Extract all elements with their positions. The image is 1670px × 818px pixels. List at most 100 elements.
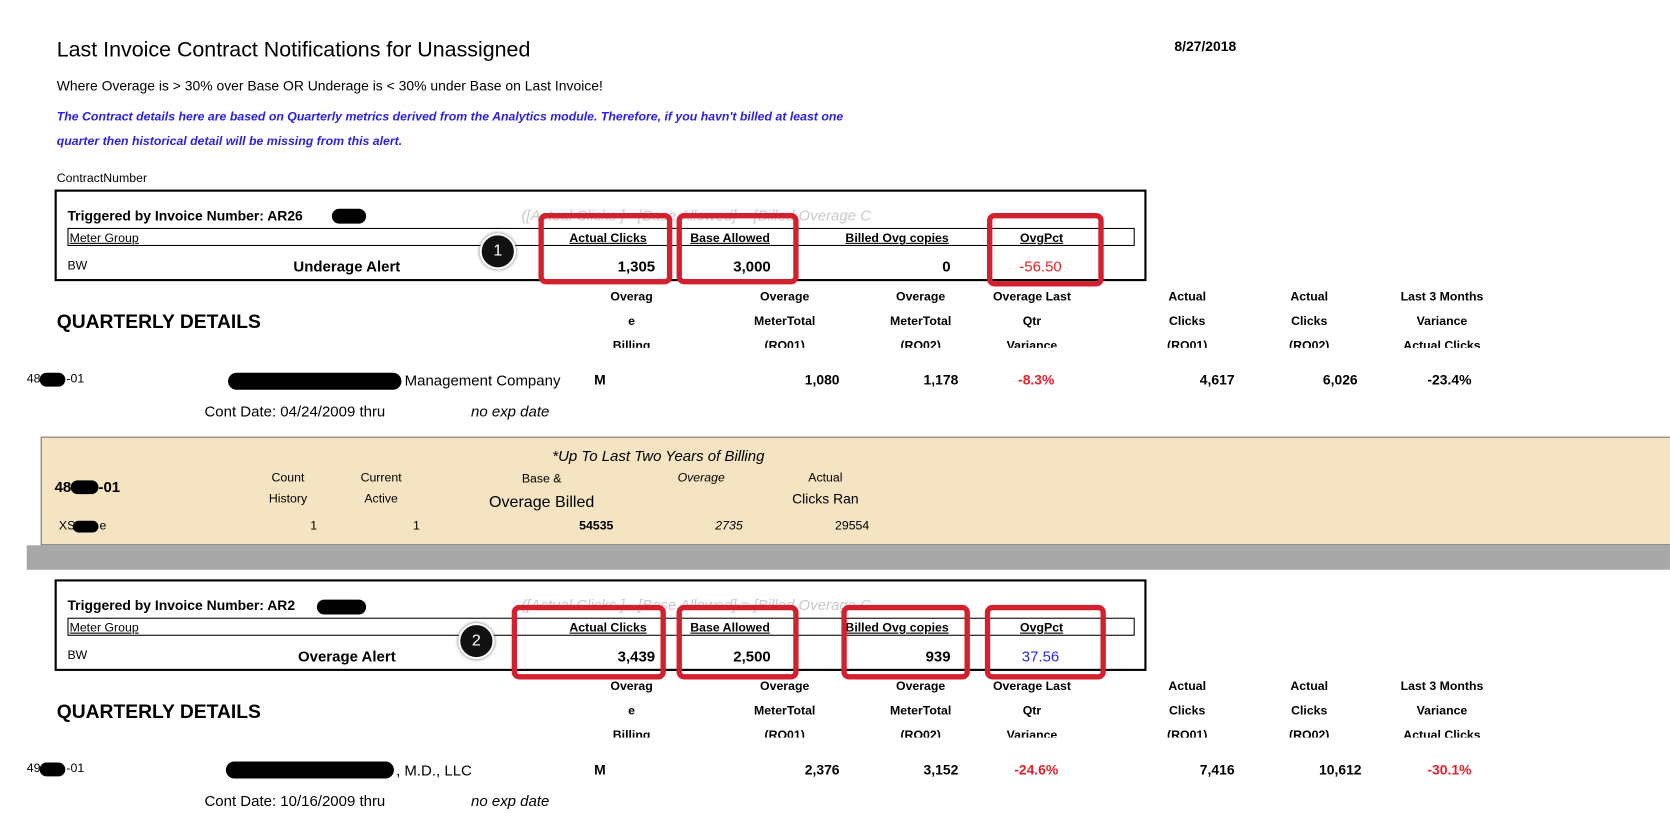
billing-title: *Up To Last Two Years of Billing — [552, 447, 765, 465]
column-header: Variance — [1416, 315, 1468, 329]
column-header: Last 3 Months — [1400, 290, 1484, 304]
column-header: (RO01) — [764, 729, 805, 743]
column-header: Billed Ovg copies — [845, 621, 949, 635]
actual-clicks: 1,305 — [617, 257, 656, 275]
section-title: QUARTERLY DETAILS — [56, 700, 261, 723]
invoice-label: Triggered by Invoice Number: AR2 — [67, 597, 296, 614]
column-header: Overage — [760, 290, 810, 304]
badge: 2 — [458, 623, 495, 660]
column-header: Base Allowed — [690, 621, 770, 635]
base-allowed: 2,500 — [733, 647, 771, 665]
contract-id: 49 — [26, 762, 41, 776]
column-header: Base Allowed — [690, 232, 770, 245]
note: The Contract details here are based on Q… — [56, 110, 844, 124]
column-header: Billing — [612, 729, 651, 743]
badge: 1 — [479, 233, 516, 270]
meter-group: BW — [67, 259, 88, 273]
highlight — [676, 604, 799, 680]
customer: Management Company — [404, 371, 561, 389]
redaction — [39, 372, 66, 387]
column-header: Overag — [610, 680, 653, 694]
billing-header: Active — [364, 493, 398, 506]
column-header: e — [628, 705, 636, 718]
highlight — [511, 604, 666, 680]
quarterly-value: 4,617 — [1199, 371, 1235, 388]
exp-date: no exp date — [471, 792, 550, 810]
redaction — [331, 208, 367, 224]
highlight — [538, 213, 673, 285]
column-header: Actual — [1168, 680, 1207, 694]
contract-id: -01 — [66, 762, 85, 776]
billing-header: Count — [271, 471, 305, 485]
column-header: Qtr — [1022, 315, 1042, 329]
model: e — [99, 519, 107, 533]
billing-band — [40, 436, 1670, 546]
billing-header: History — [268, 493, 308, 506]
column-header: Billed Ovg copies — [845, 232, 949, 245]
column-header: Actual Clicks — [569, 232, 647, 245]
column-header: (RO01) — [1167, 729, 1208, 743]
column-header: Actual Clicks — [1403, 339, 1481, 353]
column-header: Overage — [895, 290, 946, 304]
alert-type: Underage Alert — [293, 257, 401, 275]
exp-date: no exp date — [471, 402, 550, 420]
quarterly-value: -8.3% — [1018, 371, 1055, 388]
ovg-pct: -56.50 — [1019, 257, 1062, 275]
column-header: Overage Last — [992, 290, 1071, 304]
billed-ovg: 0 — [942, 257, 951, 275]
billed-ovg: 939 — [925, 647, 951, 665]
billing-id: 48 — [54, 478, 72, 496]
billing-header: Current — [360, 471, 402, 485]
column-header: Overage Last — [992, 680, 1071, 694]
highlight — [841, 604, 970, 680]
column-header: Clicks — [1169, 315, 1206, 329]
column-header: e — [628, 315, 636, 329]
redaction — [316, 599, 367, 615]
billing-header: Overage Billed — [489, 493, 595, 512]
redaction — [225, 761, 394, 779]
title: Last Invoice Contract Notifications for … — [56, 38, 531, 62]
meter-group: BW — [67, 649, 88, 663]
quarterly-value: -23.4% — [1427, 371, 1472, 388]
billing-header: Actual — [808, 471, 843, 485]
alert-box — [54, 579, 1147, 671]
cont-date: Cont Date: 10/16/2009 thru — [204, 792, 386, 810]
header-row-box — [67, 227, 1135, 247]
quarterly-value: 1,080 — [804, 371, 840, 388]
billing-header: Clicks Ran — [792, 490, 859, 507]
column-header: (RO02) — [1289, 339, 1330, 353]
quarterly-value: 10,612 — [1318, 761, 1362, 778]
ovg-pct: 37.56 — [1021, 647, 1060, 665]
column-header: Actual Clicks — [1403, 729, 1481, 743]
column-header: (RO02) — [900, 729, 941, 743]
type: M — [594, 761, 606, 778]
actual-clicks: 3,439 — [617, 647, 656, 665]
column-header: Meter Group — [69, 232, 139, 245]
separator — [26, 545, 1670, 570]
billing-header: Base & — [521, 472, 562, 486]
contract-id: 48 — [26, 372, 41, 386]
section-title: QUARTERLY DETAILS — [56, 310, 261, 333]
billing-id: -01 — [98, 478, 121, 496]
model: XS — [58, 519, 76, 533]
quarterly-value: 3,152 — [923, 761, 959, 778]
contract-label: ContractNumber — [56, 172, 148, 186]
column-header: OvgPct — [1020, 232, 1064, 245]
column-header: Overage — [760, 680, 810, 694]
column-header: MeterTotal — [754, 705, 816, 718]
billing-value: 29554 — [834, 519, 870, 533]
column-header: Last 3 Months — [1400, 680, 1484, 694]
type: M — [594, 371, 606, 388]
billing-value: 54535 — [579, 519, 614, 533]
subtitle: Where Overage is > 30% over Base OR Unde… — [56, 77, 603, 94]
highlight — [984, 604, 1106, 680]
column-header: Billing — [612, 339, 651, 353]
column-header: Overage — [895, 680, 946, 694]
column-header: Variance — [1006, 729, 1058, 743]
billing-value: 2735 — [715, 519, 743, 533]
redaction — [70, 480, 99, 495]
cont-date: Cont Date: 04/24/2009 thru — [204, 402, 386, 420]
quarterly-value: -30.1% — [1427, 761, 1472, 778]
redaction — [39, 762, 66, 777]
